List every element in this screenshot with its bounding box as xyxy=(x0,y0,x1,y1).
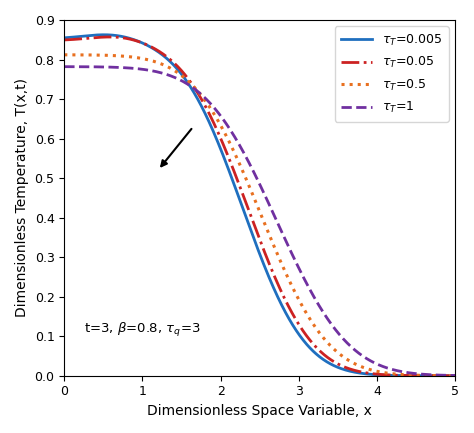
$\tau_T$=0.05 xyxy=(234,176,239,181)
$\tau_T$=0.5 xyxy=(219,126,225,131)
$\tau_T$=0.05 xyxy=(220,140,226,145)
$\tau_T$=0.005 xyxy=(62,35,67,40)
$\tau_T$=1 xyxy=(373,361,379,366)
$\tau_T$=0.5 xyxy=(234,154,239,159)
Line: $\tau_T$=0.5: $\tau_T$=0.5 xyxy=(64,55,455,376)
$\tau_T$=0.005 xyxy=(101,32,107,37)
$\tau_T$=0.05 xyxy=(366,371,372,376)
$\tau_T$=0.005 xyxy=(234,189,239,194)
$\tau_T$=1 xyxy=(101,65,107,70)
$\tau_T$=0.005 xyxy=(366,372,372,377)
Legend: $\tau_T$=0.005, $\tau_T$=0.05, $\tau_T$=0.5, $\tau_T$=1: $\tau_T$=0.005, $\tau_T$=0.05, $\tau_T$=… xyxy=(335,26,449,122)
$\tau_T$=1 xyxy=(62,64,67,69)
$\tau_T$=1 xyxy=(366,357,372,362)
$\tau_T$=1 xyxy=(330,323,336,329)
$\tau_T$=0.5 xyxy=(452,373,458,378)
$\tau_T$=0.05 xyxy=(374,372,379,377)
Line: $\tau_T$=0.05: $\tau_T$=0.05 xyxy=(64,37,455,376)
$\tau_T$=0.005 xyxy=(374,372,379,377)
$\tau_T$=0.5 xyxy=(101,53,107,58)
Line: $\tau_T$=1: $\tau_T$=1 xyxy=(64,67,455,375)
$\tau_T$=0.5 xyxy=(366,367,372,372)
$\tau_T$=1 xyxy=(234,137,239,142)
Y-axis label: Dimensionless Temperature, T(x,t): Dimensionless Temperature, T(x,t) xyxy=(15,78,29,317)
X-axis label: Dimensionless Space Variable, x: Dimensionless Space Variable, x xyxy=(147,404,372,418)
$\tau_T$=0.5 xyxy=(373,368,379,374)
Line: $\tau_T$=0.005: $\tau_T$=0.005 xyxy=(64,35,455,376)
$\tau_T$=0.005 xyxy=(452,373,458,378)
$\tau_T$=0.005 xyxy=(330,362,336,368)
Text: t=3, $\beta$=0.8, $\tau_q$=3: t=3, $\beta$=0.8, $\tau_q$=3 xyxy=(84,321,201,339)
$\tau_T$=0.05 xyxy=(330,359,336,364)
$\tau_T$=0.005 xyxy=(220,152,226,157)
$\tau_T$=1 xyxy=(219,116,225,121)
$\tau_T$=0.5 xyxy=(62,52,67,58)
$\tau_T$=1 xyxy=(452,373,458,378)
$\tau_T$=0.05 xyxy=(62,37,67,42)
$\tau_T$=0.05 xyxy=(107,34,112,39)
$\tau_T$=0.5 xyxy=(330,345,336,350)
$\tau_T$=0.005 xyxy=(102,32,108,37)
$\tau_T$=0.05 xyxy=(101,35,107,40)
$\tau_T$=0.05 xyxy=(452,373,458,378)
